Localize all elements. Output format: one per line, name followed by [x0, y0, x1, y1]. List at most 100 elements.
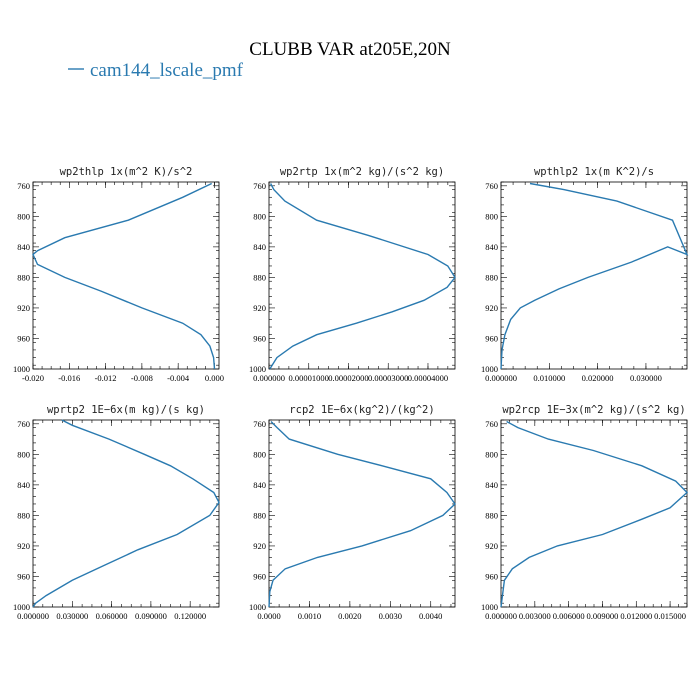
x-tick-label: 0.060000 [96, 611, 128, 621]
x-tick-label: 0.000000 [17, 611, 49, 621]
y-tick-label: 880 [17, 272, 30, 282]
x-tick-label: 0.0020 [338, 611, 361, 621]
legend-label: cam144_lscale_pmf [90, 60, 244, 81]
y-tick-label: 1000 [13, 602, 30, 612]
y-tick-label: 1000 [481, 364, 498, 374]
x-tick-label: 0.009000 [587, 611, 619, 621]
x-tick-label: -0.004 [167, 373, 190, 383]
panel-title: wpthlp2 1x(m K^2)/s [534, 166, 654, 178]
y-tick-label: 920 [485, 541, 498, 551]
x-tick-label: 0.00002000 [328, 373, 368, 383]
x-tick-label: 0.0000 [257, 611, 280, 621]
y-tick-label: 800 [485, 211, 498, 221]
x-tick-label: -0.016 [58, 373, 80, 383]
x-tick-label: 0.000000 [253, 373, 285, 383]
y-tick-label: 920 [253, 303, 266, 313]
panel-title: rcp2 1E−6x(kg^2)/(kg^2) [289, 404, 434, 416]
panel-title: wp2thlp 1x(m^2 K)/s^2 [60, 166, 193, 178]
series-line [32, 419, 220, 608]
y-tick-label: 840 [485, 480, 498, 490]
x-tick-label: 0.0030 [379, 611, 402, 621]
y-tick-label: 800 [485, 449, 498, 459]
y-tick-label: 960 [253, 571, 266, 581]
x-tick-label: 0.010000 [533, 373, 565, 383]
x-tick-label: 0.000000 [485, 373, 517, 383]
y-tick-label: 760 [253, 419, 266, 429]
panel-5: rcp2 1E−6x(kg^2)/(kg^2) 760 800 840 880 920 96… [249, 404, 456, 621]
series-line [32, 182, 216, 370]
panel-4: wprtp2 1E−6x(m kg)/(s kg) 760 800 840 880 920… [13, 404, 220, 621]
y-tick-label: 800 [253, 449, 266, 459]
x-tick-label: 0.012000 [620, 611, 652, 621]
panel-6: wp2rcp 1E−3x(m^2 kg)/(s^2 kg) 760 800 840 88… [481, 404, 689, 621]
x-tick-label: 0.120000 [174, 611, 206, 621]
y-tick-label: 1000 [481, 602, 498, 612]
panel-title: wp2rtp 1x(m^2 kg)/(s^2 kg) [280, 166, 444, 178]
y-tick-label: 920 [17, 303, 30, 313]
y-tick-label: 880 [253, 510, 266, 520]
y-tick-label: 920 [485, 303, 498, 313]
y-tick-label: 920 [253, 541, 266, 551]
x-tick-label: 0.015000 [654, 611, 686, 621]
plot-frame [500, 419, 688, 608]
x-tick-label: 0.00004000 [408, 373, 448, 383]
y-tick-label: 960 [253, 333, 266, 343]
x-tick-label: 0.090000 [135, 611, 167, 621]
y-tick-label: 960 [485, 571, 498, 581]
y-tick-label: 760 [485, 419, 498, 429]
x-tick-label: 0.003000 [519, 611, 551, 621]
x-tick-label: 0.0010 [298, 611, 321, 621]
plot-frame [500, 181, 688, 370]
y-tick-label: 760 [17, 181, 30, 191]
series-line [500, 182, 689, 370]
y-tick-label: 840 [485, 242, 498, 252]
x-tick-label: -0.020 [22, 373, 44, 383]
x-tick-label: 0.000 [205, 373, 224, 383]
y-tick-label: 800 [17, 449, 30, 459]
y-tick-label: 800 [253, 211, 266, 221]
series-line [500, 420, 689, 608]
y-tick-label: 760 [17, 419, 30, 429]
y-tick-label: 800 [17, 211, 30, 221]
y-tick-label: 840 [253, 242, 266, 252]
panel-grid: wp2thlp 1x(m^2 K)/s^2 760 800 840 880 920 960 1… [13, 166, 689, 621]
panel-3: wpthlp2 1x(m K^2)/s 760 800 840 880 920 960 100… [481, 166, 689, 383]
panel-1: wp2thlp 1x(m^2 K)/s^2 760 800 840 880 920 960 1… [13, 166, 224, 383]
plot-frame [268, 419, 456, 608]
figure-title: CLUBB VAR at205E,20N [249, 39, 451, 60]
y-tick-label: 760 [253, 181, 266, 191]
panel-2: wp2rtp 1x(m^2 kg)/(s^2 kg) 760 800 840 880 92… [249, 166, 456, 383]
y-tick-label: 960 [485, 333, 498, 343]
y-tick-label: 1000 [249, 364, 266, 374]
y-tick-label: 880 [485, 272, 498, 282]
x-tick-label: 0.00003000 [368, 373, 408, 383]
series-line [268, 421, 456, 608]
x-tick-label: 0.00001000 [289, 373, 329, 383]
y-tick-label: 840 [253, 480, 266, 490]
x-tick-label: -0.008 [131, 373, 153, 383]
x-tick-label: 0.030000 [630, 373, 662, 383]
x-tick-label: 0.030000 [56, 611, 88, 621]
y-tick-label: 960 [17, 333, 30, 343]
y-tick-label: 880 [485, 510, 498, 520]
plot-frame [32, 419, 220, 608]
y-tick-label: 760 [485, 181, 498, 191]
y-tick-label: 880 [253, 272, 266, 282]
y-tick-label: 1000 [13, 364, 30, 374]
x-tick-label: -0.012 [95, 373, 117, 383]
x-tick-label: 0.0040 [419, 611, 442, 621]
y-tick-label: 880 [17, 510, 30, 520]
y-tick-label: 840 [17, 242, 30, 252]
x-tick-label: 0.006000 [553, 611, 585, 621]
y-tick-label: 920 [17, 541, 30, 551]
panel-title: wp2rcp 1E−3x(m^2 kg)/(s^2 kg) [502, 404, 685, 416]
series-line [269, 183, 456, 370]
panel-title: wprtp2 1E−6x(m kg)/(s kg) [47, 404, 205, 416]
y-tick-label: 1000 [249, 602, 266, 612]
x-tick-label: 0.020000 [582, 373, 614, 383]
plot-frame [32, 181, 220, 370]
y-tick-label: 840 [17, 480, 30, 490]
plot-frame [268, 181, 456, 370]
